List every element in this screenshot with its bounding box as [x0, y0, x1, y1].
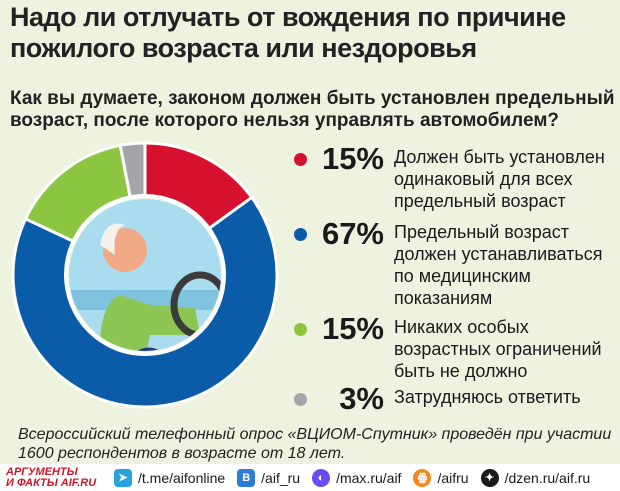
social-link[interactable]: ➤ /t.me/aifonline: [114, 468, 226, 487]
donut-chart: [11, 141, 279, 409]
page-title: Надо ли отлучать от вождения по причине …: [10, 2, 566, 63]
social-link-text: /aif_ru: [261, 469, 301, 486]
social-link-text: /max.ru/aif: [336, 469, 402, 486]
social-link-text: /aifru: [437, 469, 469, 486]
vk-icon: В: [237, 468, 256, 487]
survey-note: Всероссийский телефонный опрос «ВЦИОМ-Сп…: [18, 426, 612, 462]
social-link[interactable]: ◐ /max.ru/aif: [312, 468, 402, 487]
social-link-text: /t.me/aifonline: [138, 469, 226, 486]
legend-dot: [294, 393, 307, 406]
telegram-icon: ➤: [114, 468, 132, 487]
social-link[interactable]: В/aif_ru: [237, 468, 301, 487]
driver-illustration: [69, 199, 221, 351]
legend-label: Никаких особых возрастных ограничений бы…: [394, 317, 602, 381]
dzen-icon: ✦: [480, 468, 499, 487]
aif-logo[interactable]: АРГУМЕНТЫ И ФАКТЫ AIF.RU: [6, 465, 97, 489]
odnoklassniki-icon: ꙮ: [413, 468, 432, 487]
social-link-text: /dzen.ru/aif.ru: [504, 469, 591, 486]
legend-dot: [294, 153, 307, 166]
legend-percent: 15%: [321, 141, 384, 176]
social-link[interactable]: ✦ /dzen.ru/aif.ru: [480, 468, 591, 487]
legend-label: Затрудняюсь ответить: [394, 387, 581, 407]
legend-percent: 15%: [321, 311, 384, 346]
social-link[interactable]: ꙮ/aifru: [413, 468, 469, 487]
legend-percent: 67%: [321, 216, 384, 251]
legend-dot: [294, 228, 307, 241]
question: Как вы думаете, законом должен быть уста…: [10, 88, 615, 131]
legend-label: Предельный возраст должен устанавливатьс…: [394, 222, 603, 308]
legend-percent: 3%: [339, 381, 384, 416]
legend-dot: [294, 323, 307, 336]
legend-label: Должен быть установлен одинаковый для вс…: [394, 147, 605, 211]
max-icon: ◐: [312, 468, 331, 487]
footer: АРГУМЕНТЫ И ФАКТЫ AIF.RU ➤ /t.me/aifonline…: [0, 464, 620, 491]
